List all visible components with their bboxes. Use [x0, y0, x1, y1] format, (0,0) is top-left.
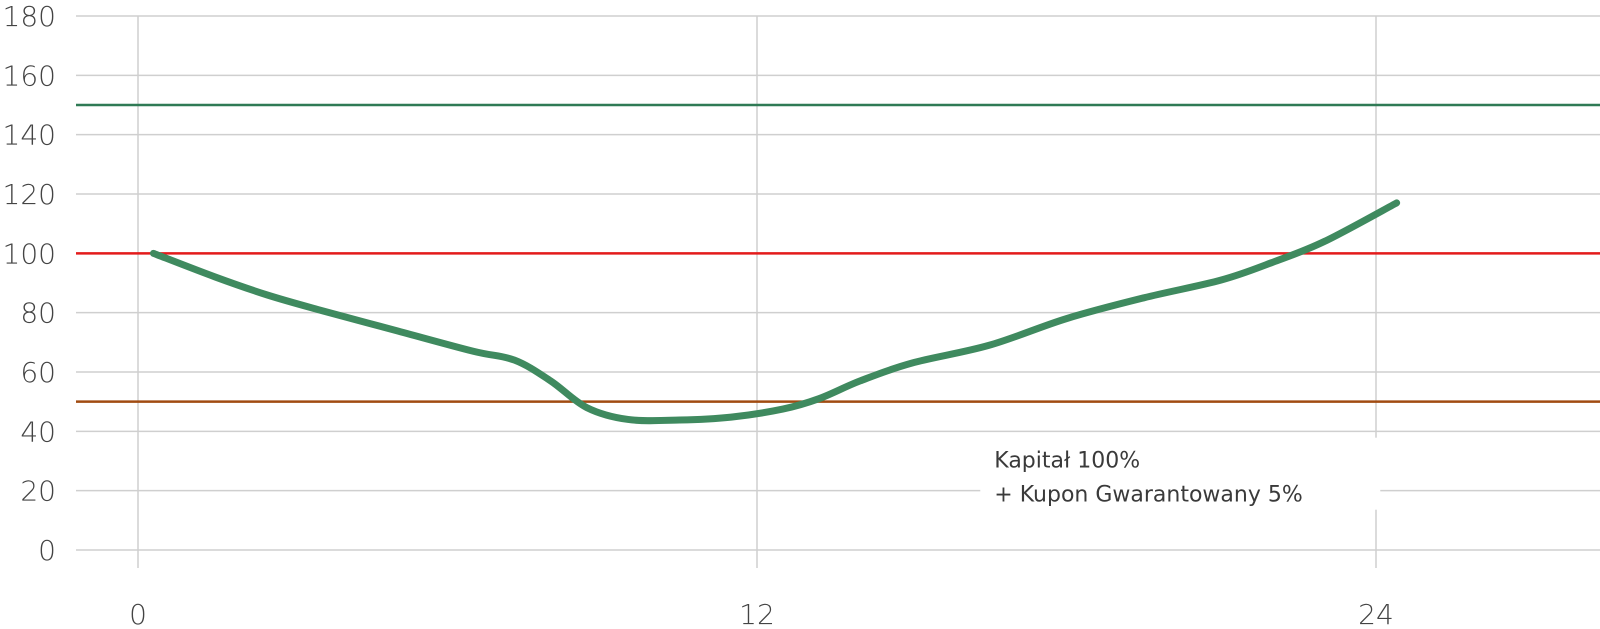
- x-tick-label: 0: [129, 598, 147, 629]
- y-tick-label: 140: [3, 119, 56, 152]
- y-tick-label: 0: [38, 534, 56, 567]
- x-tick-label: 12: [739, 598, 775, 629]
- y-tick-label: 20: [20, 475, 56, 508]
- y-tick-label: 100: [3, 237, 56, 270]
- series-line: [149, 199, 1401, 425]
- y-tick-label: 160: [3, 59, 56, 92]
- y-tick-label: 80: [20, 297, 56, 330]
- annotation-background: [980, 437, 1381, 510]
- annotation-line-2: + Kupon Gwarantowany 5%: [994, 483, 1302, 508]
- y-tick-label: 120: [3, 178, 56, 211]
- y-tick-label: 40: [20, 415, 56, 448]
- y-tick-label: 60: [20, 356, 56, 389]
- y-tick-label: 180: [3, 0, 56, 33]
- x-tick-label: 24: [1358, 598, 1394, 629]
- annotation-line-1: Kapitał 100%: [994, 449, 1140, 474]
